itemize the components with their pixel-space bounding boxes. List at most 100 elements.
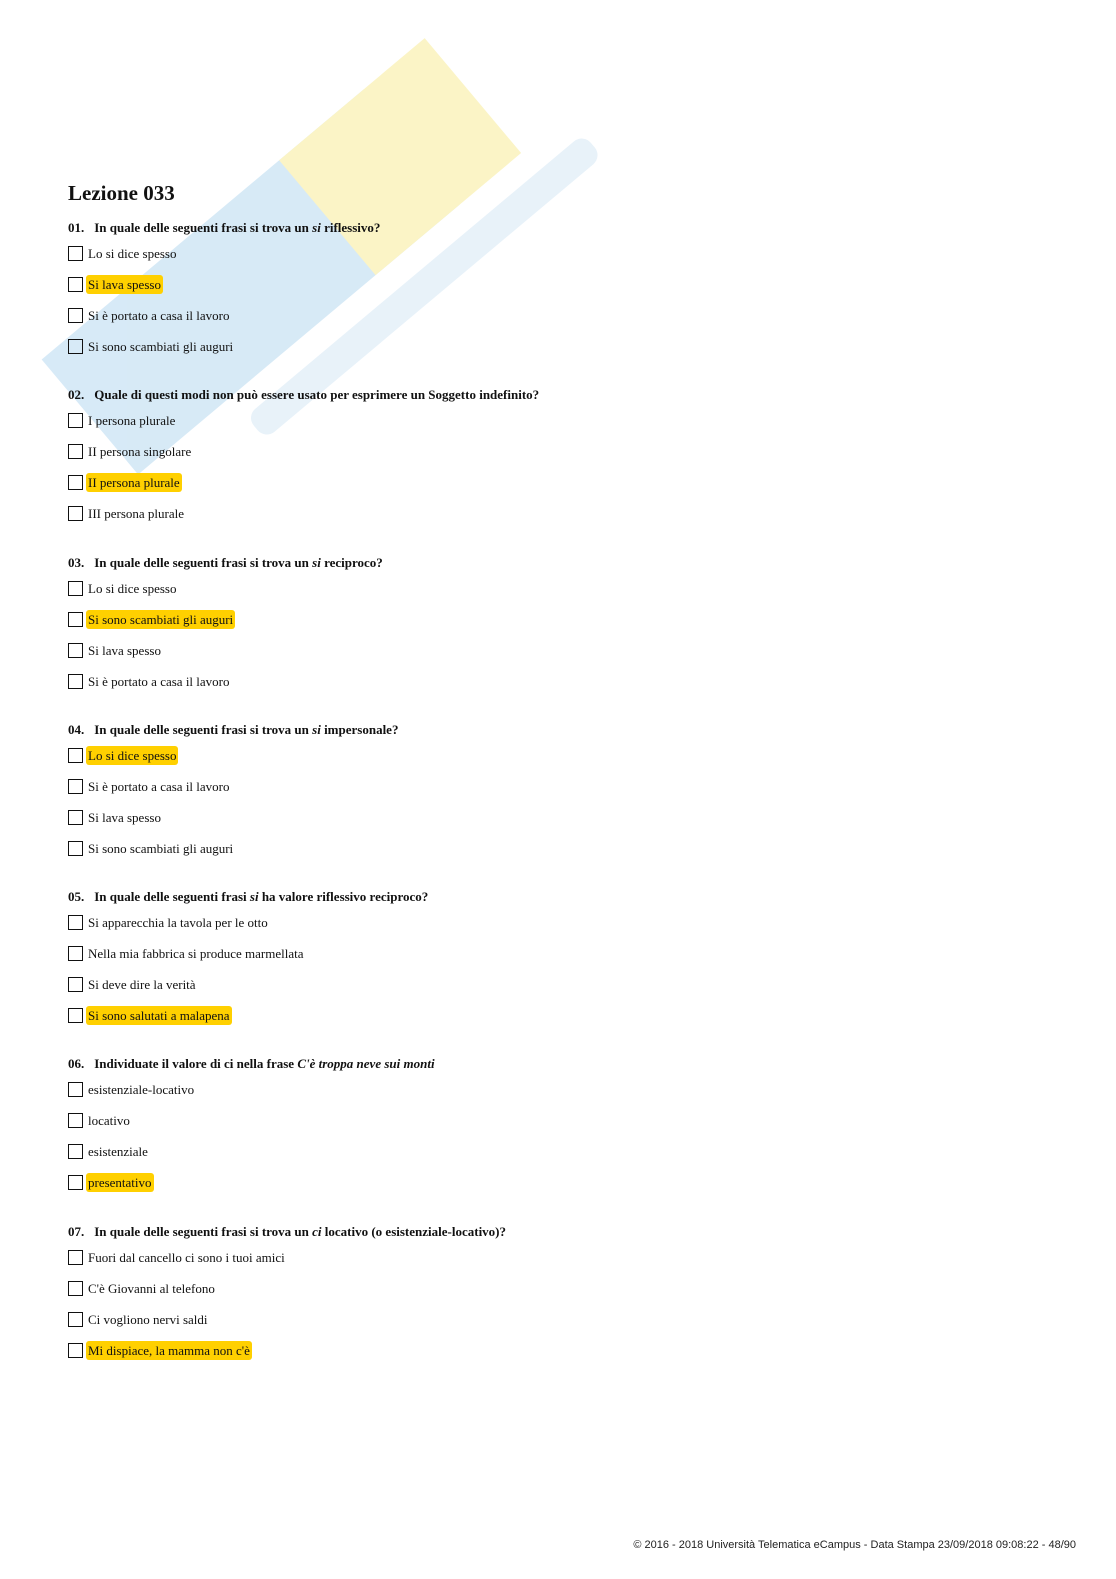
answer-label: I persona plurale	[88, 413, 176, 428]
checkbox[interactable]	[68, 915, 83, 930]
checkbox[interactable]	[68, 246, 83, 261]
question-text-italic: si	[249, 889, 259, 904]
checkbox[interactable]	[68, 277, 83, 292]
answer-label: Si è portato a casa il lavoro	[88, 779, 230, 794]
answer-label: II persona singolare	[88, 444, 192, 459]
answer-option[interactable]: Si sono scambiati gli auguri	[68, 833, 1068, 864]
answer-option[interactable]: II persona singolare	[68, 436, 1068, 467]
question-number: 01.	[68, 220, 85, 235]
answer-option[interactable]: Si deve dire la verità	[68, 969, 1068, 1000]
checkbox[interactable]	[68, 643, 83, 658]
question-text-main: In quale delle seguenti frasi si trova u…	[94, 722, 313, 737]
answer-option[interactable]: Si lava spesso	[68, 635, 1068, 666]
correct-answer-label: presentativo	[86, 1173, 154, 1192]
question-4: 04. In quale delle seguenti frasi si trov…	[68, 720, 1068, 864]
answer-label: Lo si dice spesso	[88, 581, 177, 596]
question-number: 04.	[68, 722, 85, 737]
question-text-italic: C'è troppa neve sui monti	[297, 1056, 435, 1071]
question-text-main: In quale delle seguenti frasi	[94, 889, 250, 904]
question-3: 03. In quale delle seguenti frasi si trov…	[68, 553, 1068, 697]
checkbox[interactable]	[68, 977, 83, 992]
answer-label: Si è portato a casa il lavoro	[88, 674, 230, 689]
question-text: 02. Quale di questi modi non può essere u…	[68, 385, 1068, 405]
answer-option[interactable]: Si è portato a casa il lavoro	[68, 300, 1068, 331]
checkbox[interactable]	[68, 810, 83, 825]
answer-option[interactable]: Fuori dal cancello ci sono i tuoi amici	[68, 1242, 1068, 1273]
question-number: 06.	[68, 1056, 85, 1071]
checkbox[interactable]	[68, 475, 83, 490]
answer-option[interactable]: presentativo	[68, 1167, 1068, 1198]
checkbox[interactable]	[68, 748, 83, 763]
question-text-main: In quale delle seguenti frasi si trova u…	[94, 220, 313, 235]
checkbox[interactable]	[68, 444, 83, 459]
question-6: 06. Individuate il valore di ci nella fra…	[68, 1054, 1068, 1198]
question-text-main: Individuate il valore di ci nella frase	[94, 1056, 298, 1071]
answer-option[interactable]: Lo si dice spesso	[68, 740, 1068, 771]
question-text: 06. Individuate il valore di ci nella fra…	[68, 1054, 1068, 1074]
checkbox[interactable]	[68, 1343, 83, 1358]
question-text-end: riflessivo?	[320, 220, 381, 235]
footer: © 2016 - 2018 Università Telematica eCam…	[633, 1539, 1076, 1551]
question-text-main: In quale delle seguenti frasi si trova u…	[94, 1224, 313, 1239]
answer-label: locativo	[88, 1113, 130, 1128]
answer-option[interactable]: Si sono scambiati gli auguri	[68, 331, 1068, 362]
question-text-italic: si	[312, 555, 321, 570]
checkbox[interactable]	[68, 1175, 83, 1190]
correct-answer-label: Si sono scambiati gli auguri	[86, 610, 236, 629]
checkbox[interactable]	[68, 1144, 83, 1159]
question-5: 05. In quale delle seguenti frasi si ha v…	[68, 887, 1068, 1031]
answer-option[interactable]: Si è portato a casa il lavoro	[68, 771, 1068, 802]
answer-option[interactable]: Mi dispiace, la mamma non c'è	[68, 1335, 1068, 1366]
answer-option[interactable]: Lo si dice spesso	[68, 573, 1068, 604]
answer-option[interactable]: Si sono salutati a malapena	[68, 1000, 1068, 1031]
answer-option[interactable]: I persona plurale	[68, 405, 1068, 436]
checkbox[interactable]	[68, 308, 83, 323]
question-text-end: reciproco?	[320, 555, 383, 570]
answer-label: Lo si dice spesso	[88, 246, 177, 261]
answer-option[interactable]: Si lava spesso	[68, 269, 1068, 300]
checkbox[interactable]	[68, 1281, 83, 1296]
checkbox[interactable]	[68, 612, 83, 627]
question-number: 02.	[68, 387, 85, 402]
answer-label: esistenziale	[88, 1144, 148, 1159]
checkbox[interactable]	[68, 1312, 83, 1327]
question-text-main: Quale di questi modi non può essere usat…	[94, 387, 540, 402]
question-text-end: ha valore riflessivo reciproco?	[258, 889, 429, 904]
checkbox[interactable]	[68, 841, 83, 856]
answer-option[interactable]: Si sono scambiati gli auguri	[68, 604, 1068, 635]
answer-label: Nella mia fabbrica si produce marmellata	[88, 946, 304, 961]
checkbox[interactable]	[68, 506, 83, 521]
question-number: 03.	[68, 555, 85, 570]
checkbox[interactable]	[68, 1113, 83, 1128]
answer-option[interactable]: Si lava spesso	[68, 802, 1068, 833]
answer-label: Si sono scambiati gli auguri	[88, 841, 234, 856]
question-text: 05. In quale delle seguenti frasi si ha v…	[68, 887, 1068, 907]
answer-label: Si deve dire la verità	[88, 977, 196, 992]
answer-option[interactable]: Nella mia fabbrica si produce marmellata	[68, 938, 1068, 969]
checkbox[interactable]	[68, 674, 83, 689]
answer-option[interactable]: Si apparecchia la tavola per le otto	[68, 907, 1068, 938]
checkbox[interactable]	[68, 1250, 83, 1265]
answer-option[interactable]: esistenziale-locativo	[68, 1074, 1068, 1105]
checkbox[interactable]	[68, 1082, 83, 1097]
answer-option[interactable]: Si è portato a casa il lavoro	[68, 666, 1068, 697]
checkbox[interactable]	[68, 413, 83, 428]
answer-option[interactable]: II persona plurale	[68, 467, 1068, 498]
answer-option[interactable]: esistenziale	[68, 1136, 1068, 1167]
answer-option[interactable]: Lo si dice spesso	[68, 238, 1068, 269]
answer-option[interactable]: locativo	[68, 1105, 1068, 1136]
answer-option[interactable]: Ci vogliono nervi saldi	[68, 1304, 1068, 1335]
checkbox[interactable]	[68, 946, 83, 961]
checkbox[interactable]	[68, 581, 83, 596]
question-text-main: In quale delle seguenti frasi si trova u…	[94, 555, 313, 570]
answer-label: Si lava spesso	[88, 810, 161, 825]
answer-option[interactable]: C'è Giovanni al telefono	[68, 1273, 1068, 1304]
checkbox[interactable]	[68, 1008, 83, 1023]
checkbox[interactable]	[68, 779, 83, 794]
checkbox[interactable]	[68, 339, 83, 354]
question-number: 05.	[68, 889, 85, 904]
answer-option[interactable]: III persona plurale	[68, 498, 1068, 529]
question-2: 02. Quale di questi modi non può essere u…	[68, 385, 1068, 529]
question-text-end: locativo (o esistenziale-locativo)?	[321, 1224, 507, 1239]
question-text-italic: si	[312, 722, 321, 737]
